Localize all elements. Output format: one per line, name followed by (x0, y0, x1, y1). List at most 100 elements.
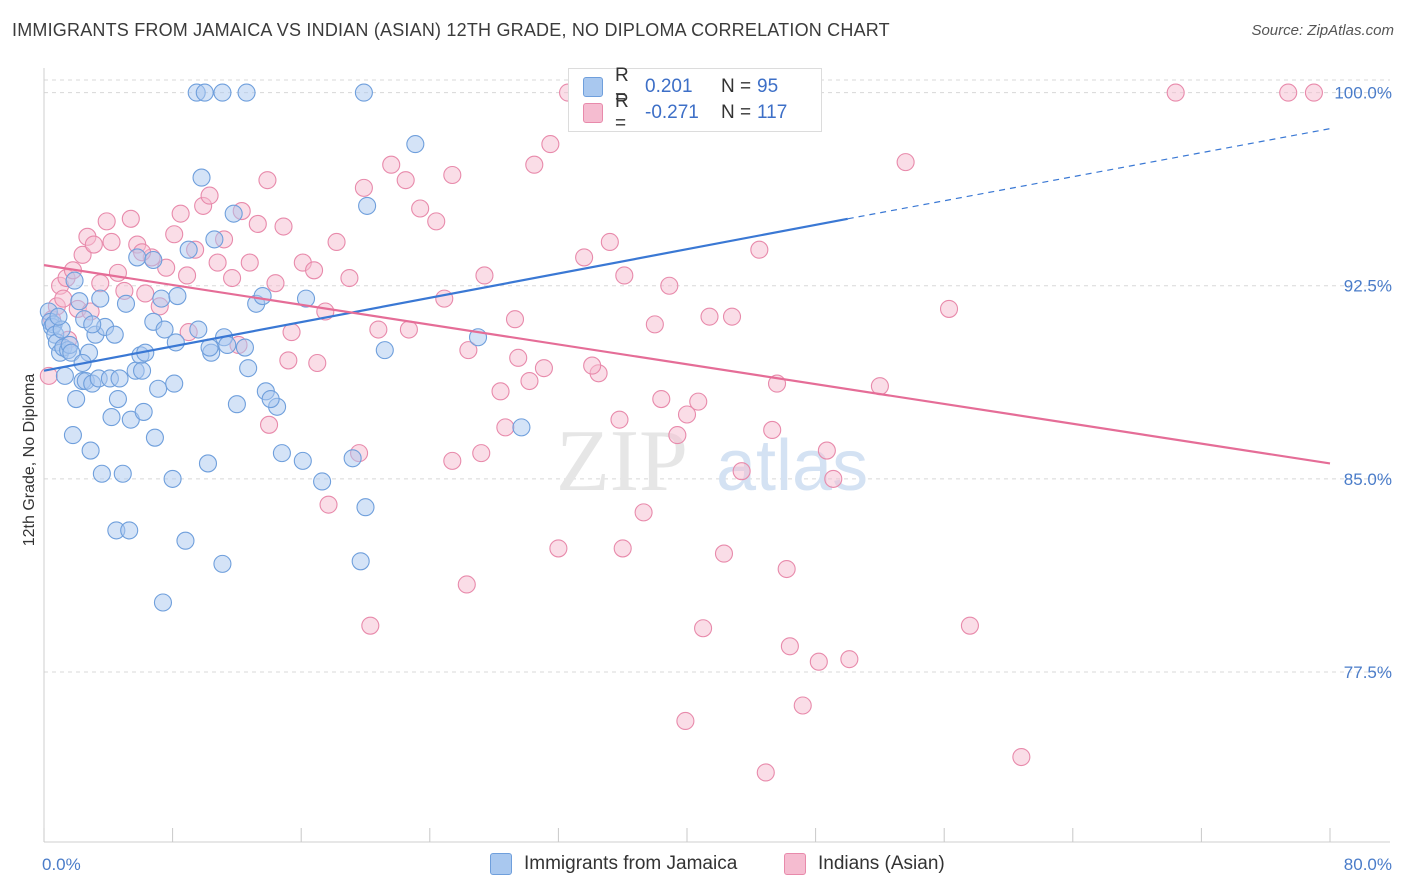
blue-data-point (163, 469, 182, 488)
pink-data-point (319, 495, 338, 514)
blue-data-point (83, 315, 102, 334)
pink-data-point (491, 382, 510, 401)
blue-data-point (239, 359, 258, 378)
pink-data-point (756, 763, 775, 782)
blue-data-point (63, 426, 82, 445)
blue-swatch (583, 77, 603, 97)
blue-data-point (105, 325, 124, 344)
pink-data-point (676, 711, 695, 731)
legend-row-blue: R = 0.201 N = 95 (583, 65, 779, 108)
blue-data-point (81, 441, 100, 460)
blue-data-point (356, 498, 375, 517)
legend-n-value: 117 (757, 102, 788, 123)
pink-regression-line (43, 264, 1331, 465)
legend-n-value: 95 (757, 76, 779, 97)
pink-data-point (939, 299, 959, 318)
pink-data-point (171, 204, 190, 223)
pink-data-point (443, 165, 462, 185)
pink-data-point (722, 307, 742, 326)
pink-data-point (475, 266, 494, 285)
blue-data-point (195, 83, 214, 102)
pink-data-point (505, 310, 525, 329)
pink-data-point (443, 451, 462, 470)
blue-data-point (113, 464, 132, 483)
pink-data-point (459, 341, 478, 360)
pink-data-point (340, 268, 359, 288)
pink-data-point (399, 320, 418, 339)
pink-data-point (91, 274, 110, 293)
pink-data-point (645, 315, 664, 334)
legend-r-label: R = (615, 65, 629, 108)
pink-data-point (259, 415, 279, 434)
pink-data-point (896, 153, 915, 172)
blue-data-point (67, 390, 86, 409)
pink-data-point (457, 575, 476, 594)
pink-data-point (613, 539, 632, 558)
blue-data-point (62, 343, 81, 362)
pink-data-point (427, 212, 446, 231)
pink-data-point (694, 619, 713, 638)
pink-data-point (411, 199, 430, 218)
tick-labels: 100.0% 92.5% 85.0% 77.5% 0.0% 80.0% (42, 84, 1392, 874)
blue-data-point (213, 554, 232, 573)
pink-data-point (634, 503, 653, 522)
blue-data-point (166, 333, 185, 352)
legend-item-jamaica[interactable]: Immigrants from Jamaica (490, 852, 737, 876)
blue-data-point (351, 552, 370, 571)
pink-data-point (200, 186, 219, 205)
blue-regression-line (43, 217, 848, 372)
pink-data-point (668, 426, 687, 445)
pink-data-point (266, 274, 285, 293)
pink-data-point (520, 371, 539, 391)
y-axis-label: 12th Grade, No Diploma (21, 373, 38, 547)
blue-series-points (39, 83, 531, 612)
source-label: Source: ZipAtlas.com (1251, 22, 1394, 39)
blue-data-point (165, 374, 184, 393)
pink-swatch (784, 853, 806, 875)
pink-data-point (240, 253, 259, 272)
blue-data-point (375, 341, 394, 360)
legend-label-jamaica: Immigrants from Jamaica (524, 853, 738, 874)
blue-data-point (144, 250, 163, 270)
blue-data-point (205, 230, 224, 249)
blue-data-point (168, 286, 187, 306)
pink-data-point (763, 420, 782, 440)
blue-regression-extension (847, 128, 1331, 220)
watermark-zip: ZIP (556, 413, 688, 510)
blue-data-point (296, 289, 316, 308)
blue-swatch (490, 853, 512, 875)
pink-data-point (840, 650, 859, 669)
blue-data-point (354, 83, 373, 102)
pink-data-point (258, 171, 277, 190)
pink-data-point (108, 263, 127, 282)
pink-swatch (583, 103, 603, 123)
pink-data-point (327, 232, 346, 252)
pink-data-point (541, 135, 560, 154)
legend-label-indians: Indians (Asian) (818, 853, 945, 874)
pink-data-point (84, 235, 103, 254)
blue-data-point (176, 531, 195, 550)
pink-data-point (714, 544, 734, 563)
pink-data-point (435, 289, 454, 308)
blue-data-point (149, 379, 168, 398)
pink-data-point (305, 261, 324, 280)
legend-box: R = 0.201 N = 95 R = -0.271 N = 117 (568, 65, 822, 134)
blue-data-point (65, 271, 84, 290)
pink-data-point (472, 444, 491, 463)
legend-item-indians[interactable]: Indians (Asian) (784, 852, 945, 876)
blue-data-point (512, 418, 531, 437)
blue-data-point (343, 449, 362, 468)
blue-data-point (227, 395, 246, 414)
y-tick-label: 92.5% (1344, 277, 1392, 296)
blue-data-point (91, 289, 110, 308)
pink-data-point (1304, 83, 1323, 102)
pink-data-point (136, 284, 155, 303)
blue-data-point (153, 593, 173, 612)
pink-data-point (354, 178, 373, 197)
blue-data-point (134, 402, 153, 421)
blue-data-point (108, 390, 127, 409)
blue-data-point (49, 307, 68, 326)
pink-data-point (700, 307, 719, 326)
pink-data-point (54, 289, 73, 308)
x-tick-label: 0.0% (42, 855, 81, 874)
